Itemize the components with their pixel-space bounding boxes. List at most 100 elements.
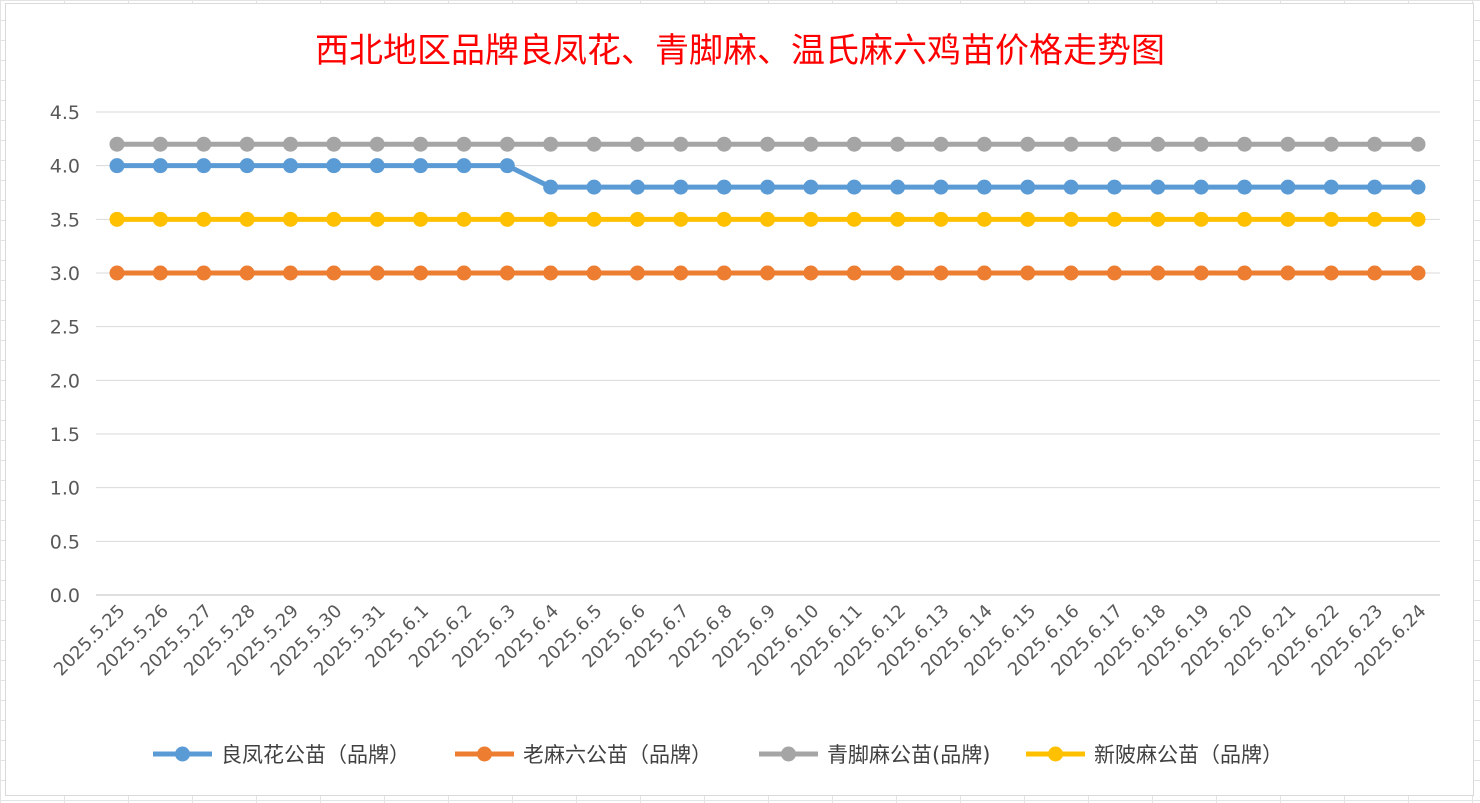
data-point xyxy=(673,211,689,227)
data-point xyxy=(369,211,385,227)
data-point xyxy=(1063,265,1079,281)
y-tick-label: 2.5 xyxy=(50,317,80,339)
data-point xyxy=(1106,211,1122,227)
data-point xyxy=(1193,265,1209,281)
data-point xyxy=(1063,136,1079,152)
data-point xyxy=(933,136,949,152)
legend-item[interactable]: 老麻六公苗（品牌） xyxy=(455,743,712,767)
data-point xyxy=(1150,179,1166,195)
data-point xyxy=(1193,211,1209,227)
data-point xyxy=(1150,265,1166,281)
data-point xyxy=(1367,265,1383,281)
data-point xyxy=(1323,211,1339,227)
data-point xyxy=(760,265,775,281)
data-point xyxy=(1020,179,1036,195)
data-point xyxy=(629,265,645,281)
data-point xyxy=(716,179,732,195)
data-point xyxy=(760,179,775,195)
data-point xyxy=(1106,179,1122,195)
data-point xyxy=(629,179,645,195)
legend-item[interactable]: 青脚麻公苗(品牌) xyxy=(759,743,990,767)
data-point xyxy=(1280,265,1296,281)
data-point xyxy=(456,265,472,281)
data-point xyxy=(1367,136,1383,152)
data-point xyxy=(629,136,645,152)
y-tick-label: 2.0 xyxy=(50,370,80,392)
y-tick-label: 1.0 xyxy=(50,478,80,500)
legend-marker xyxy=(1048,746,1063,762)
data-point xyxy=(369,158,385,174)
data-point xyxy=(196,136,212,152)
series-line xyxy=(109,211,1426,227)
data-point xyxy=(1063,211,1079,227)
data-point xyxy=(282,211,298,227)
data-point xyxy=(1280,211,1296,227)
data-point xyxy=(499,158,515,174)
data-point xyxy=(109,158,125,174)
data-point xyxy=(152,265,168,281)
data-point xyxy=(499,265,515,281)
chart-area[interactable] xyxy=(5,3,1474,796)
data-point xyxy=(326,158,342,174)
data-point xyxy=(1237,136,1253,152)
y-tick-label: 3.0 xyxy=(50,263,80,285)
data-point xyxy=(846,136,862,152)
data-point xyxy=(1150,211,1166,227)
data-point xyxy=(1237,265,1253,281)
data-point xyxy=(1106,265,1122,281)
data-point xyxy=(803,265,819,281)
data-point xyxy=(803,211,819,227)
data-point xyxy=(846,265,862,281)
data-point xyxy=(803,136,819,152)
data-point xyxy=(1323,136,1339,152)
series-line xyxy=(109,265,1426,281)
data-point xyxy=(1150,136,1166,152)
data-point xyxy=(933,265,949,281)
data-point xyxy=(413,158,429,174)
data-point xyxy=(239,158,255,174)
data-point xyxy=(760,136,775,152)
data-point xyxy=(803,179,819,195)
legend-label: 良凤花公苗（品牌） xyxy=(221,743,410,767)
data-point xyxy=(760,211,775,227)
data-point xyxy=(109,265,125,281)
data-point xyxy=(716,211,732,227)
data-point xyxy=(499,211,515,227)
data-point xyxy=(282,158,298,174)
data-point xyxy=(196,158,212,174)
data-point xyxy=(456,136,472,152)
data-point xyxy=(1237,179,1253,195)
data-point xyxy=(1323,179,1339,195)
data-point xyxy=(629,211,645,227)
legend-label: 青脚麻公苗(品牌) xyxy=(827,743,990,767)
data-point xyxy=(846,211,862,227)
data-point xyxy=(1410,136,1426,152)
legend-marker xyxy=(175,746,190,762)
data-point xyxy=(1410,265,1426,281)
y-tick-label: 0.0 xyxy=(50,585,80,607)
data-point xyxy=(1106,136,1122,152)
data-point xyxy=(933,179,949,195)
data-point xyxy=(976,179,992,195)
legend-item[interactable]: 新陂麻公苗（品牌） xyxy=(1026,743,1283,767)
data-point xyxy=(109,136,125,152)
y-tick-label: 3.5 xyxy=(50,209,80,231)
legend-marker xyxy=(781,746,796,762)
data-point xyxy=(846,179,862,195)
data-point xyxy=(239,211,255,227)
data-point xyxy=(152,158,168,174)
legend-item[interactable]: 良凤花公苗（品牌） xyxy=(153,743,410,767)
legend: 良凤花公苗（品牌） 老麻六公苗（品牌） 青脚麻公苗(品牌) 新陂麻公苗（品牌） xyxy=(153,743,1283,767)
legend-label: 老麻六公苗（品牌） xyxy=(523,743,712,767)
data-point xyxy=(239,136,255,152)
data-point xyxy=(326,265,342,281)
data-point xyxy=(1020,211,1036,227)
data-point xyxy=(456,211,472,227)
series-line xyxy=(109,136,1426,152)
data-point xyxy=(976,265,992,281)
data-point xyxy=(543,265,559,281)
data-point xyxy=(673,136,689,152)
data-point xyxy=(586,136,602,152)
data-point xyxy=(890,136,906,152)
